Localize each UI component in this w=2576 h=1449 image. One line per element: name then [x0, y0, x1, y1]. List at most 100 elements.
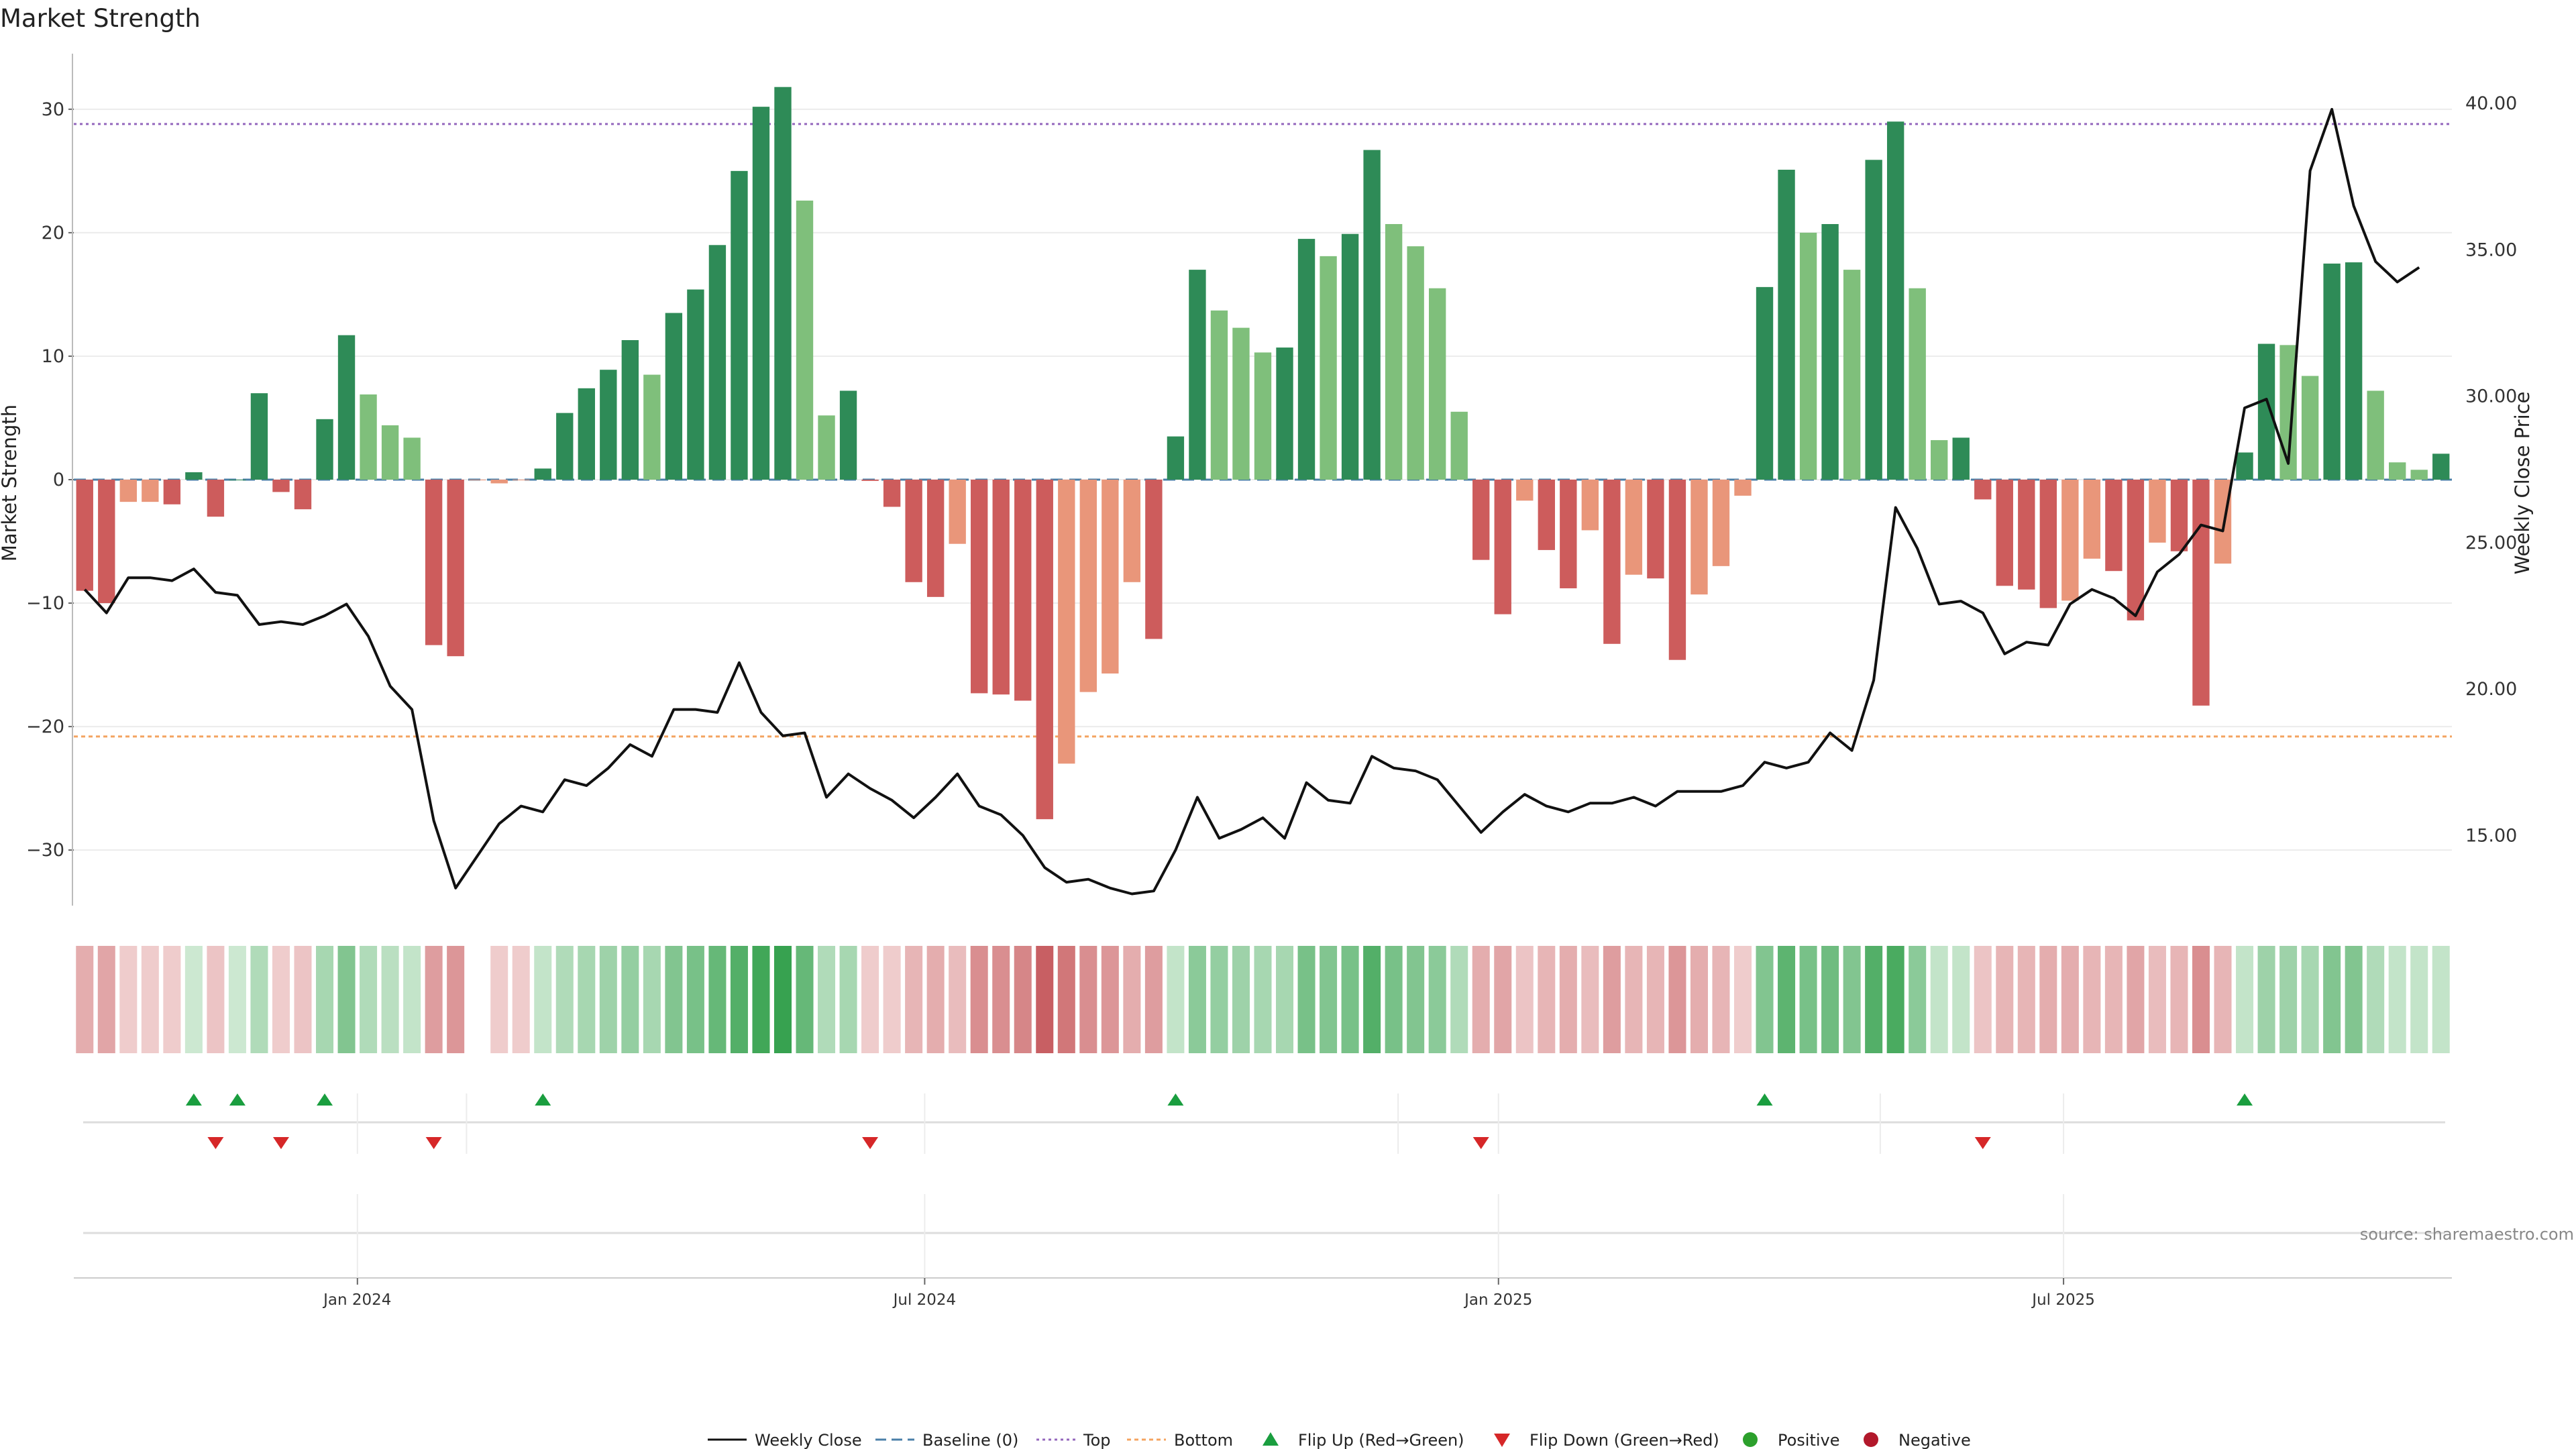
x-tick-label: Jul 2024	[892, 1291, 957, 1309]
y2-tick-label: 40.00	[2465, 93, 2517, 114]
legend-swatch	[1263, 1432, 1279, 1446]
y-tick-label: 30	[42, 99, 64, 120]
strength-bar	[1647, 480, 1664, 579]
strength-bar	[1909, 288, 1926, 480]
heat-cell	[1276, 946, 1294, 1053]
legend-swatch	[1743, 1432, 1758, 1447]
heat-cell	[1668, 946, 1686, 1053]
heat-cell	[621, 946, 639, 1053]
heat-cell	[228, 946, 246, 1053]
strength-bar	[316, 419, 333, 480]
heat-cell	[1625, 946, 1643, 1053]
y2-tick-label: 30.00	[2465, 386, 2517, 407]
heat-cell	[272, 946, 290, 1053]
legend-swatch	[1494, 1434, 1510, 1447]
strength-bar	[774, 87, 792, 480]
strength-bar	[1189, 270, 1206, 480]
heat-cell	[119, 946, 138, 1053]
strength-bar	[1821, 224, 1839, 480]
strength-bar	[1385, 224, 1403, 480]
strength-bar	[1058, 480, 1075, 764]
strength-bars	[76, 87, 2450, 820]
strength-bar	[1538, 480, 1555, 550]
heat-cell	[1996, 946, 2014, 1053]
strength-bar	[818, 415, 835, 480]
heat-cell	[512, 946, 530, 1053]
strength-bar	[1363, 150, 1381, 480]
heat-cell	[1472, 946, 1490, 1053]
strength-bar	[1756, 286, 1774, 480]
strength-bar	[1428, 288, 1446, 480]
strength-bar	[839, 390, 857, 480]
strength-bar	[163, 480, 181, 504]
heat-cell	[1821, 946, 1839, 1053]
heat-cell	[2345, 946, 2363, 1053]
heat-cell	[1036, 946, 1054, 1053]
strength-bar	[600, 370, 617, 480]
strength-bar	[360, 394, 377, 480]
heat-cell	[1167, 946, 1185, 1053]
heat-cell	[1538, 946, 1556, 1053]
heat-cell	[1450, 946, 1468, 1053]
strength-bar	[1472, 480, 1490, 560]
heat-cell	[1559, 946, 1577, 1053]
strength-bar	[534, 468, 551, 480]
strength-bar	[796, 201, 814, 480]
heat-cell	[97, 946, 115, 1053]
heat-cell	[599, 946, 617, 1053]
y-tick-label: 0	[53, 470, 64, 490]
strength-bar	[1341, 233, 1359, 480]
strength-bar	[2432, 453, 2450, 480]
heat-cell	[1974, 946, 1992, 1053]
flip-up-marker	[229, 1093, 246, 1106]
strength-bar	[621, 340, 639, 480]
heat-cell	[1232, 946, 1250, 1053]
strength-bar	[2149, 480, 2166, 543]
legend-label: Weekly Close	[755, 1431, 862, 1449]
strength-bar	[926, 480, 945, 597]
heat-cell	[643, 946, 661, 1053]
heat-cell	[665, 946, 683, 1053]
heat-cell	[76, 946, 94, 1053]
strength-bar	[556, 413, 574, 480]
heat-cell	[773, 946, 792, 1053]
bottom-panel: Jan 2024 Jul 2024 Jan 2025 Jul 2025	[74, 1194, 2452, 1309]
heat-cell	[1756, 946, 1774, 1053]
strength-bar	[381, 425, 399, 480]
heat-cell	[1886, 946, 1904, 1053]
strength-bar	[2061, 480, 2079, 601]
strength-bar	[2257, 343, 2275, 480]
strength-bar	[1494, 480, 1511, 614]
heat-cell	[686, 946, 704, 1053]
heat-cell	[381, 946, 399, 1053]
heat-cell	[1407, 946, 1425, 1053]
strength-bar	[1712, 480, 1730, 566]
heat-cell	[1515, 946, 1534, 1053]
strength-bar	[1974, 480, 1992, 500]
heat-cell	[360, 946, 378, 1053]
heat-cell	[883, 946, 901, 1053]
heat-cell	[2279, 946, 2298, 1053]
heat-cell	[2388, 946, 2406, 1053]
chart-title: Market Strength	[0, 4, 201, 33]
strength-bar	[1450, 411, 1468, 480]
heat-cell	[403, 946, 421, 1053]
strength-bar	[1886, 121, 1904, 480]
strength-bar	[1102, 480, 1119, 674]
heat-cell	[970, 946, 988, 1053]
heat-cell	[708, 946, 727, 1053]
strength-bar	[992, 480, 1010, 695]
flip-up-marker	[1756, 1093, 1773, 1106]
flip-markers	[83, 1093, 2445, 1154]
strength-bar	[490, 480, 508, 484]
strength-bar	[1843, 270, 1861, 480]
strength-bar	[185, 472, 203, 480]
heat-cell	[2323, 946, 2341, 1053]
flip-down-marker	[862, 1137, 879, 1149]
heat-cell	[1363, 946, 1381, 1053]
heat-cell	[337, 946, 356, 1053]
strength-bar	[1276, 347, 1293, 480]
strength-bar	[2105, 480, 2123, 572]
strength-heatmap	[76, 946, 2450, 1053]
